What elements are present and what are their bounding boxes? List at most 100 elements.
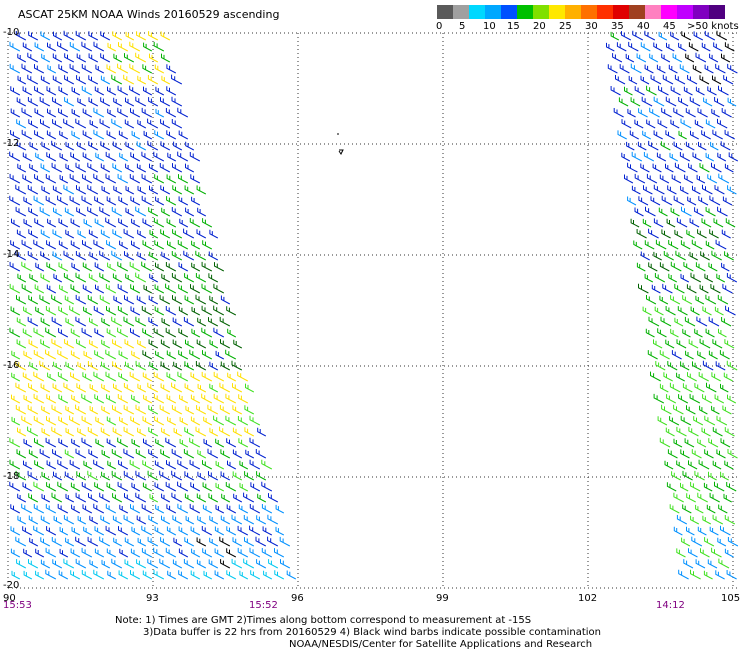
wind-barb [713, 42, 723, 52]
wind-barb [17, 53, 27, 63]
wind-barb [702, 394, 713, 404]
wind-barb [711, 108, 720, 118]
wind-barb [45, 327, 57, 338]
legend-swatch [469, 5, 485, 19]
wind-barb [142, 416, 153, 426]
wind-barb [239, 570, 249, 580]
wind-barb [644, 273, 654, 283]
wind-barb [63, 558, 75, 569]
wind-barb [28, 449, 39, 459]
wind-barb [112, 515, 123, 525]
wind-barb [119, 548, 129, 558]
wind-barb [131, 130, 141, 140]
wind-barb [690, 130, 699, 140]
wind-barb [274, 570, 285, 580]
wind-barb [58, 438, 69, 448]
wind-barb [39, 294, 51, 305]
wind-barb [197, 449, 207, 459]
legend-swatch [437, 5, 453, 19]
wind-barb [715, 570, 725, 580]
wind-barb [39, 360, 51, 371]
wind-barb [40, 339, 51, 349]
wind-barb [665, 306, 676, 316]
wind-barb [136, 31, 147, 41]
wind-barb [41, 405, 51, 415]
wind-barb [22, 372, 33, 382]
wind-barb [39, 96, 51, 107]
wind-barb [137, 383, 147, 393]
wind-barb [70, 240, 81, 250]
wind-barb [105, 371, 117, 382]
wind-barb [23, 218, 33, 228]
wind-barb [165, 327, 177, 338]
wind-barb [99, 536, 111, 547]
wind-barb [149, 53, 159, 63]
wind-barb [87, 206, 99, 217]
wind-barb [691, 536, 703, 547]
wind-barb [261, 504, 273, 514]
wind-barb [64, 53, 75, 63]
wind-barb [27, 251, 39, 261]
wind-barb [15, 382, 27, 393]
wind-barb [40, 383, 51, 393]
wind-barb [250, 482, 261, 492]
wind-barb [87, 184, 99, 195]
wind-barb [692, 361, 702, 371]
wind-barb [178, 350, 189, 360]
wind-barb [101, 361, 111, 371]
wind-barb [106, 240, 117, 250]
wind-barb [613, 108, 624, 118]
wind-barb [99, 492, 111, 503]
wind-barb [202, 460, 213, 470]
wind-barb [184, 383, 195, 393]
wind-barb [171, 405, 183, 415]
wind-barb [682, 383, 693, 393]
wind-barb [100, 163, 111, 173]
wind-barb [209, 537, 219, 547]
wind-barb [196, 493, 207, 503]
wind-barb [53, 515, 63, 525]
wind-barb [143, 130, 153, 140]
wind-barb [171, 492, 183, 503]
wind-barb [118, 196, 129, 206]
wind-barb [659, 437, 671, 448]
wind-barb [118, 526, 129, 536]
wind-barb [155, 350, 165, 360]
wind-barb [208, 559, 219, 569]
wind-barb [63, 382, 75, 393]
wind-barb [249, 437, 261, 448]
wind-barb [111, 118, 123, 129]
wind-barb [720, 438, 731, 448]
lat-label: -18 [3, 471, 20, 482]
wind-barb [697, 492, 708, 503]
wind-barb [135, 272, 147, 283]
wind-barb [28, 207, 39, 217]
wind-barb [257, 493, 267, 503]
wind-barb [83, 306, 93, 316]
wind-barb [232, 449, 243, 459]
wind-barb [628, 41, 639, 52]
wind-barb [34, 108, 45, 118]
wind-barb [653, 42, 663, 52]
wind-barb [663, 372, 673, 382]
wind-barb [124, 559, 135, 569]
wind-barb [171, 96, 183, 107]
wind-barb [712, 75, 722, 85]
wind-barb [100, 75, 111, 85]
wind-barb [178, 262, 189, 272]
wind-barb [171, 74, 183, 85]
wind-barb [21, 283, 33, 294]
wind-barb [673, 404, 684, 415]
wind-barb [225, 415, 237, 426]
wind-barb [57, 503, 69, 514]
wind-barb [184, 471, 195, 481]
wind-barb [106, 64, 117, 74]
wind-barb [101, 383, 111, 393]
wind-barb [27, 97, 39, 107]
wind-barb [105, 284, 117, 294]
wind-barb [105, 173, 117, 184]
note-line-3: NOAA/NESDIS/Center for Satellite Applica… [289, 639, 593, 650]
wind-barb [45, 504, 57, 514]
wind-barb [142, 570, 153, 580]
wind-barb [161, 53, 171, 63]
